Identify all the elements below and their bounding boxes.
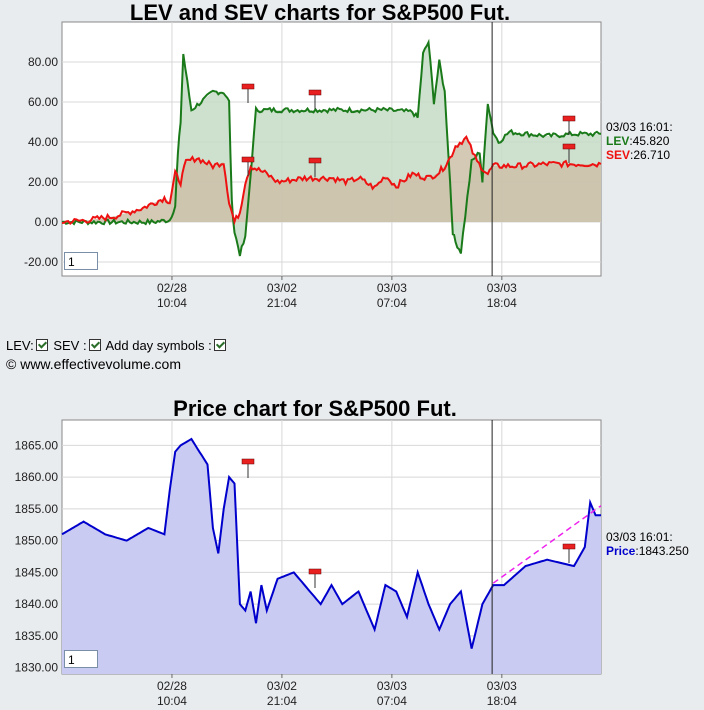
y-tick-label: 1830.00	[15, 661, 59, 675]
sev-checkbox[interactable]	[88, 339, 101, 351]
zoom-input-bottom[interactable]: 1	[64, 650, 98, 668]
price-legend: 03/03 16:01: Price:1843.250	[606, 530, 689, 558]
series-line-sev	[61, 134, 602, 226]
day-flag-icon	[241, 458, 255, 465]
y-tick-label: -20.00	[24, 255, 58, 269]
x-tick-label: 10:04	[157, 694, 187, 708]
day-flag-icon	[308, 157, 322, 164]
x-tick-label: 03/03	[377, 679, 407, 693]
day-symbols-label: Add day symbols :	[105, 338, 212, 353]
day-flag-icon	[308, 89, 322, 96]
x-tick-label: 03/03	[487, 679, 517, 693]
price-legend-value: :1843.250	[635, 544, 689, 558]
y-tick-label: 60.00	[28, 95, 58, 109]
y-tick-label: 40.00	[28, 135, 58, 149]
y-tick-label: 1865.00	[15, 438, 59, 452]
lev-checkbox[interactable]	[35, 339, 48, 351]
series-line-price	[61, 437, 601, 649]
legend-sev-value: :26.710	[630, 148, 671, 162]
series-line-lev	[61, 38, 602, 257]
price-legend-time: 03/03 16:01:	[606, 530, 673, 544]
day-flag-icon	[562, 543, 576, 550]
lev-sev-legend: 03/03 16:01: LEV:45.820 SEV:26.710	[606, 120, 673, 162]
day-flag-icon	[562, 115, 576, 122]
y-tick-label: 1840.00	[15, 597, 59, 611]
price-legend-price: Price:1843.250	[606, 544, 689, 558]
legend-lev: LEV:45.820	[606, 134, 673, 148]
day-flag-icon	[308, 568, 322, 575]
x-tick-label: 10:04	[157, 296, 187, 310]
x-tick-label: 07:04	[377, 694, 407, 708]
y-tick-label: 1835.00	[15, 629, 59, 643]
legend-sev-label: SEV	[606, 148, 631, 162]
y-tick-label: 20.00	[28, 175, 58, 189]
day-symbols-checkbox[interactable]	[213, 339, 226, 351]
x-tick-label: 18:04	[487, 296, 517, 310]
lev-toggle-label: LEV:	[6, 338, 34, 353]
y-tick-label: 1855.00	[15, 502, 59, 516]
legend-sev: SEV:26.710	[606, 148, 673, 162]
price-legend-label: Price	[606, 544, 636, 558]
day-flag-icon	[241, 83, 255, 90]
price-chart-title: Price chart for S&P500 Fut.	[173, 396, 457, 421]
x-tick-label: 03/03	[487, 281, 517, 295]
chart-controls: LEV: SEV : Add day symbols :	[6, 338, 228, 353]
x-tick-label: 03/02	[267, 281, 297, 295]
day-flag-icon	[562, 143, 576, 150]
x-tick-label: 03/02	[267, 679, 297, 693]
x-tick-label: 03/03	[377, 281, 407, 295]
x-tick-label: 21:04	[267, 296, 297, 310]
y-tick-label: 80.00	[28, 55, 58, 69]
y-tick-label: 1845.00	[15, 565, 59, 579]
lev-sev-chart-title: LEV and SEV charts for S&P500 Fut.	[129, 0, 511, 25]
legend-lev-label: LEV	[606, 134, 630, 148]
x-tick-label: 02/28	[157, 281, 187, 295]
x-tick-label: 18:04	[487, 694, 517, 708]
series-fill-price	[62, 439, 601, 674]
y-tick-label: 1860.00	[15, 470, 59, 484]
x-tick-label: 02/28	[157, 679, 187, 693]
sev-toggle-label: SEV :	[53, 338, 87, 353]
x-tick-label: 21:04	[267, 694, 297, 708]
copyright: © www.effectivevolume.com	[6, 356, 182, 372]
y-tick-label: 0.00	[35, 215, 59, 229]
legend-lev-value: :45.820	[629, 134, 670, 148]
x-tick-label: 07:04	[377, 296, 407, 310]
legend-time: 03/03 16:01:	[606, 120, 673, 134]
zoom-input-top[interactable]: 1	[64, 252, 98, 270]
y-tick-label: 1850.00	[15, 534, 59, 548]
series-line-trend	[492, 505, 602, 584]
day-flag-icon	[241, 156, 255, 163]
